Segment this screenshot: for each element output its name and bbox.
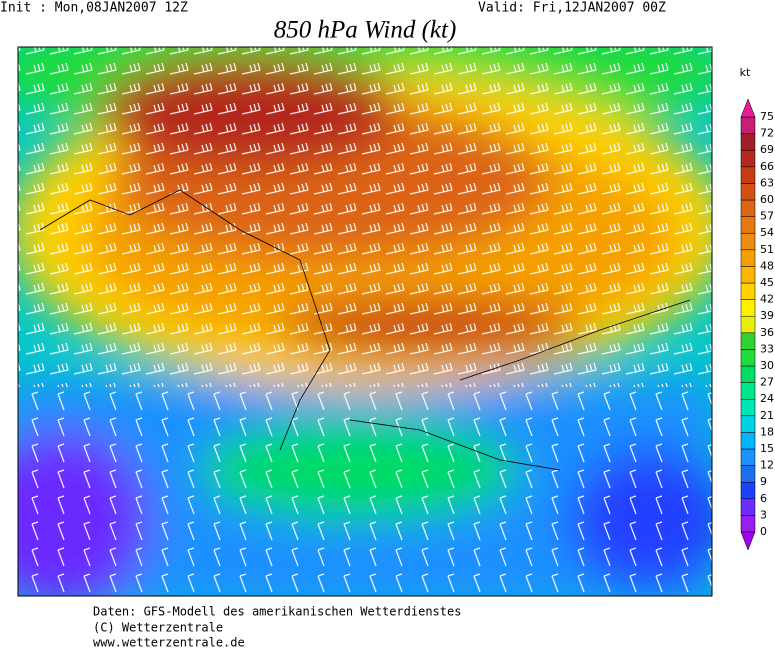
legend-band xyxy=(740,266,756,284)
legend-tick-label: 51 xyxy=(760,243,774,256)
legend-tick-label: 33 xyxy=(760,342,774,355)
legend-band xyxy=(740,332,756,350)
legend-tick-label: 48 xyxy=(760,259,774,272)
legend-band xyxy=(740,282,756,300)
legend-tick-label: 72 xyxy=(760,127,774,140)
legend-tick-label: 36 xyxy=(760,326,774,339)
legend-band xyxy=(740,232,756,251)
legend-band xyxy=(740,133,756,151)
map-frame xyxy=(17,46,713,597)
legend-tick-label: 21 xyxy=(760,409,774,422)
legend-tick-label: 27 xyxy=(760,376,774,389)
legend-band xyxy=(740,415,756,433)
legend-under xyxy=(740,531,756,551)
legend-tick-label: 75 xyxy=(760,110,774,123)
valid-time: Valid: Fri,12JAN2007 00Z xyxy=(478,1,666,16)
legend-band xyxy=(740,183,756,201)
footer-copyright: (C) Wetterzentrale xyxy=(93,621,223,635)
legend-band xyxy=(740,315,756,334)
legend-band xyxy=(740,365,756,383)
init-time: Init : Mon,08JAN2007 12Z xyxy=(0,1,188,16)
legend-tick-label: 66 xyxy=(760,160,774,173)
map-title: 850 hPa Wind (kt) xyxy=(274,17,457,44)
legend-band xyxy=(740,249,756,267)
legend-band xyxy=(740,199,756,217)
legend-tick-label: 63 xyxy=(760,176,774,189)
legend-band xyxy=(740,116,756,134)
legend-band xyxy=(740,149,756,168)
legend-band xyxy=(740,382,756,400)
color-legend: 0369121518212427303336394245485154576063… xyxy=(740,98,774,551)
footer-source: Daten: GFS-Modell des amerikanischen Wet… xyxy=(93,605,461,619)
legend-band xyxy=(740,481,756,500)
legend-band xyxy=(740,166,756,184)
legend-band xyxy=(740,515,756,533)
legend-tick-label: 60 xyxy=(760,193,774,206)
legend-tick-label: 54 xyxy=(760,226,774,239)
legend-tick-label: 69 xyxy=(760,143,774,156)
legend-tick-label: 6 xyxy=(760,492,767,505)
legend-band xyxy=(740,216,756,234)
legend-band xyxy=(740,498,756,516)
wind-map xyxy=(18,47,712,596)
legend-band xyxy=(740,299,756,317)
legend-band xyxy=(740,432,756,450)
legend-tick-label: 30 xyxy=(760,359,774,372)
legend-tick-label: 39 xyxy=(760,309,774,322)
legend-unit: kt xyxy=(740,66,751,79)
legend-over xyxy=(740,98,756,118)
legend-tick-label: 12 xyxy=(760,459,774,472)
legend-tick-label: 18 xyxy=(760,425,774,438)
legend-band xyxy=(740,349,756,367)
legend-tick-label: 3 xyxy=(760,508,767,521)
legend-band xyxy=(740,448,756,466)
legend-band xyxy=(740,398,756,417)
legend-tick-label: 24 xyxy=(760,392,774,405)
legend-tick-label: 0 xyxy=(760,525,767,538)
legend-tick-label: 9 xyxy=(760,475,767,488)
legend-tick-label: 45 xyxy=(760,276,774,289)
legend-band xyxy=(740,465,756,483)
legend-tick-label: 15 xyxy=(760,442,774,455)
legend-tick-label: 57 xyxy=(760,210,774,223)
footer-url: www.wetterzentrale.de xyxy=(93,636,245,648)
legend-tick-label: 42 xyxy=(760,293,774,306)
